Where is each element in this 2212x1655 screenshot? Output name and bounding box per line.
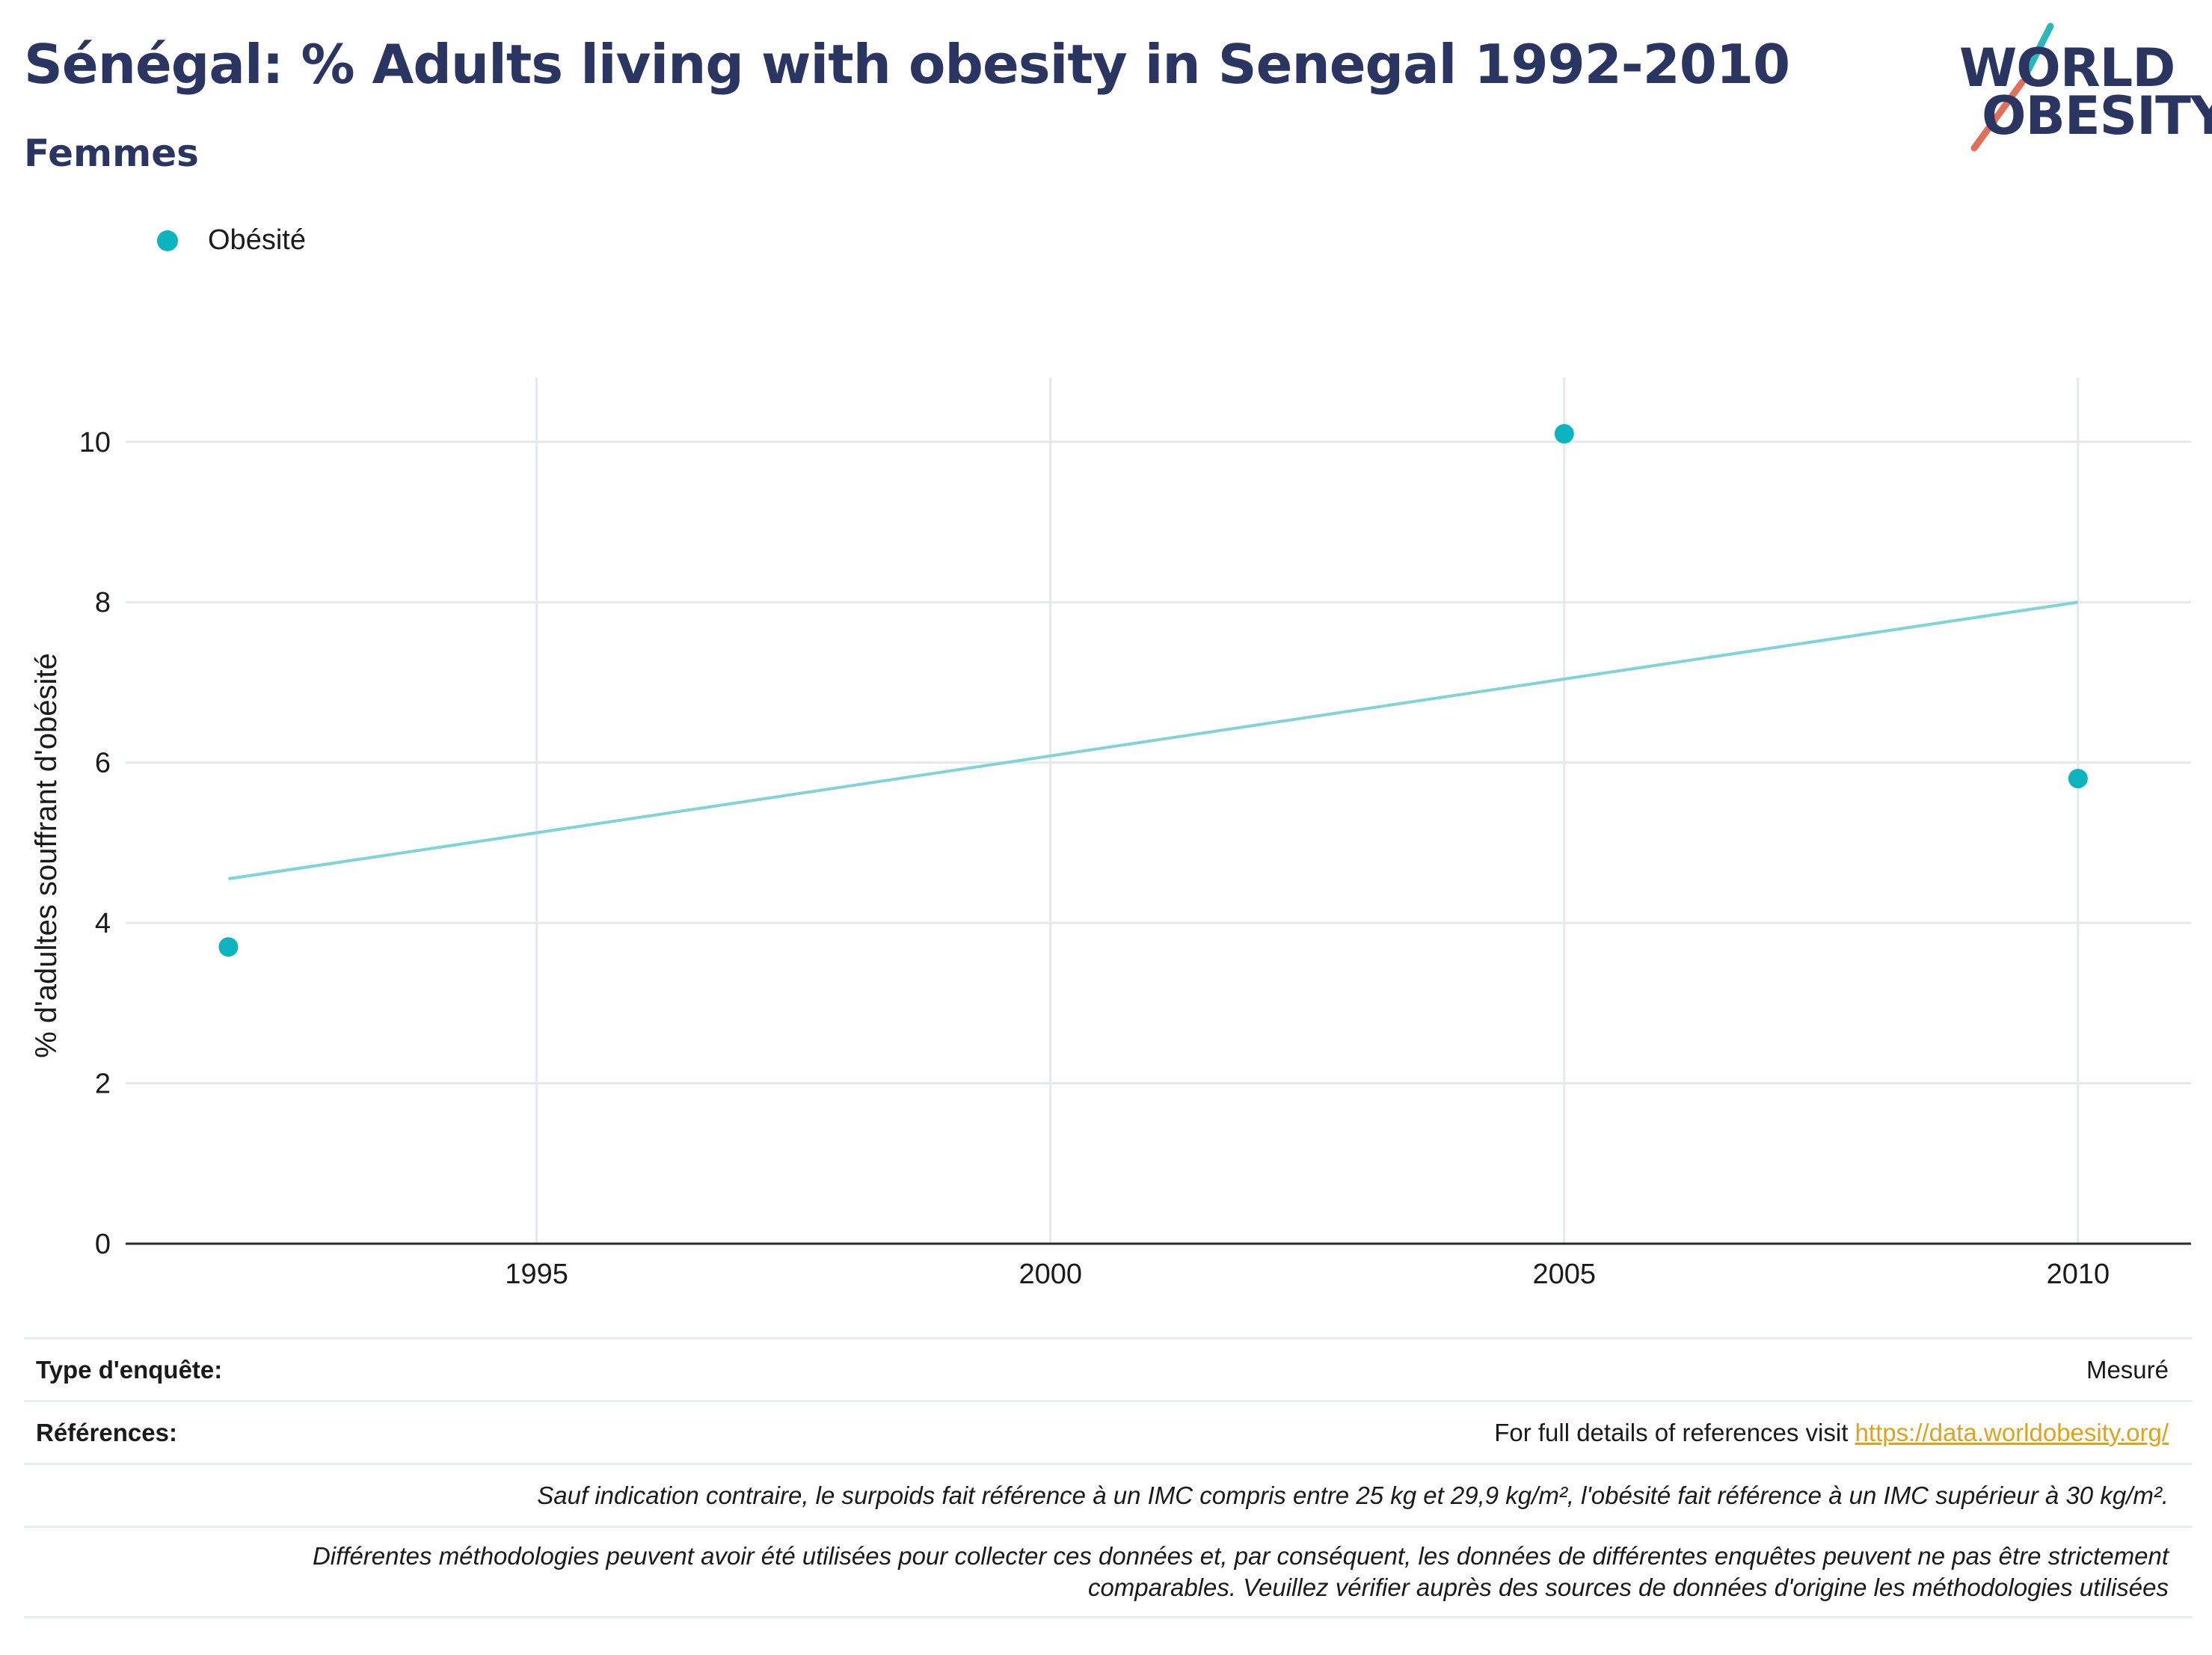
references-row: Références: For full details of referenc… [24,1400,2193,1463]
x-tick-label: 1995 [505,1259,568,1290]
data-point [218,937,239,957]
survey-type-row: Type d'enquête: Mesuré [24,1337,2193,1400]
y-tick-label: 4 [95,908,111,939]
y-tick-label: 10 [79,427,111,458]
trend-line [228,601,2079,881]
survey-type-value: Mesuré [2086,1355,2169,1384]
data-point [1554,424,1574,444]
logo-word-obesity: OBESITY [1982,85,2212,147]
y-tick-label: 8 [95,587,111,618]
definition-note-row: Sauf indication contraire, le surpoids f… [24,1463,2193,1526]
chart-subtitle: Femmes [24,132,199,175]
x-tick-label: 2000 [1019,1259,1082,1290]
methodology-note-line1: Différentes méthodologies peuvent avoir … [312,1542,2169,1570]
references-link[interactable]: https://data.worldobesity.org/ [1855,1418,2169,1446]
logo-slash-icon [1970,22,2054,152]
scatter-chart: 0 2 4 6 8 10 1995 2000 2005 2010 % d'adultes souff… [30,378,2191,1290]
survey-type-label: Type d'enquête: [36,1355,223,1384]
y-tick-label: 2 [95,1069,111,1100]
methodology-note: Différentes méthodologies peuvent avoir … [36,1541,2169,1603]
data-point [2068,769,2088,789]
references-label: Références: [36,1418,177,1446]
methodology-note-row: Différentes méthodologies peuvent avoir … [24,1526,2193,1618]
legend-label-obesite: Obésité [208,224,306,256]
chart-title: Sénégal: % Adults living with obesity in… [24,33,1790,96]
logo-word-world: WORLD [1959,37,2175,99]
legend: Obésité [157,224,306,257]
x-tick-label: 2005 [1533,1259,1597,1290]
footer-table: Type d'enquête: Mesuré Références: For f… [24,1337,2193,1618]
references-text: For full details of references visit [1494,1418,1855,1446]
y-tick-label: 6 [95,748,111,779]
y-axis-label: % d'adultes souffrant d'obésité [30,653,63,1058]
world-obesity-logo: WORLD OBESITY [1959,22,2212,157]
definition-note: Sauf indication contraire, le surpoids f… [537,1481,2169,1509]
methodology-note-line2: comparables. Veuillez vérifier auprès de… [1087,1573,2169,1601]
x-tick-label: 2010 [2047,1259,2110,1290]
legend-marker-obesite [157,230,178,251]
y-tick-label: 0 [95,1229,111,1260]
references-text-wrap: For full details of references visit htt… [1494,1419,2169,1447]
